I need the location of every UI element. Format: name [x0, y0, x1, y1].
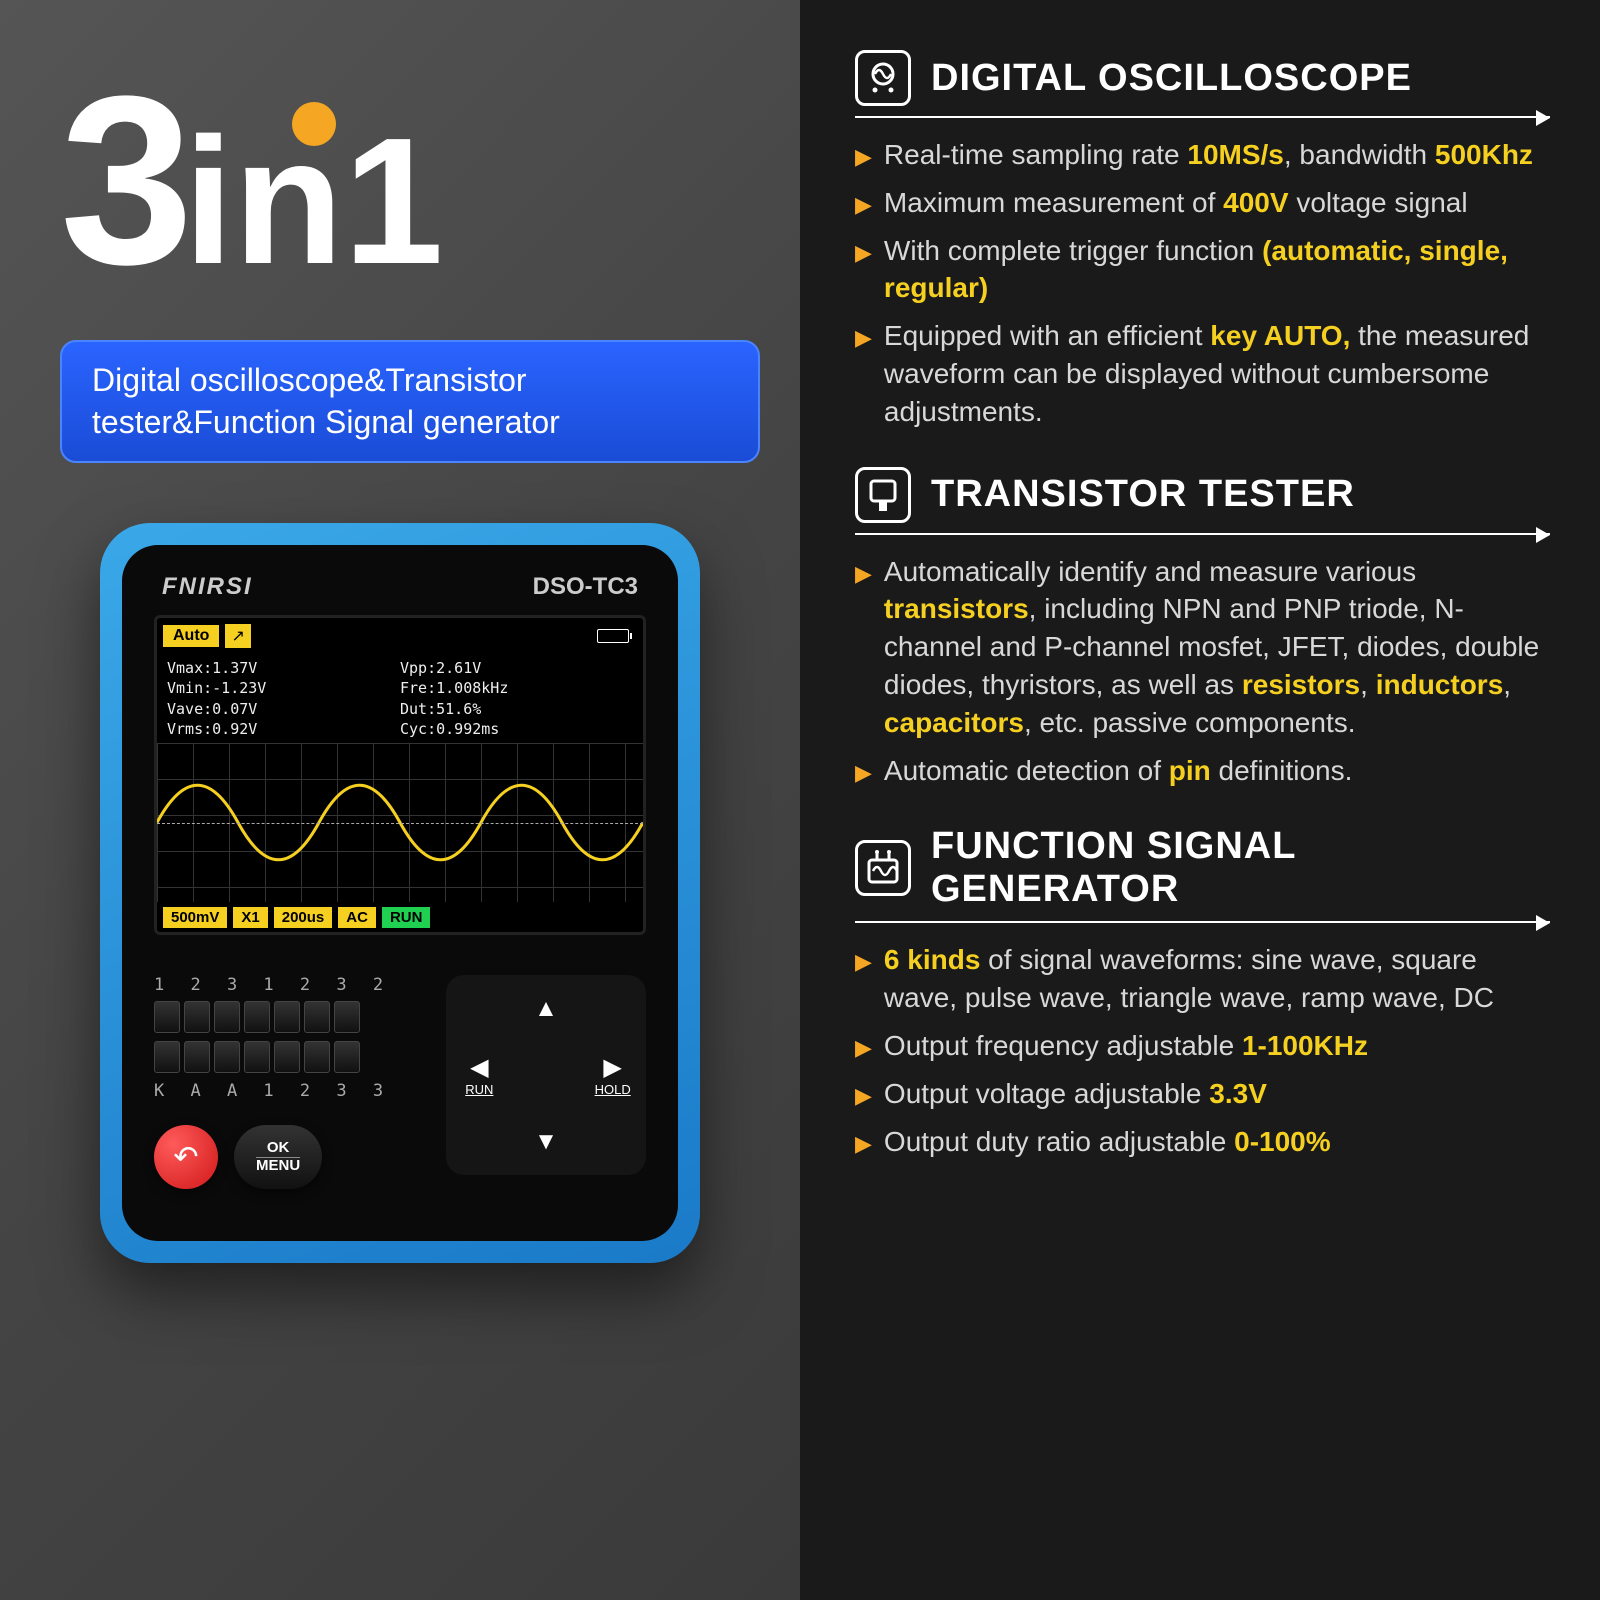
reading-fre: Fre:1.008kHz: [400, 678, 633, 698]
sine-wave-icon: [157, 743, 643, 902]
section-title: FUNCTION SIGNAL GENERATOR: [931, 825, 1550, 911]
dpad-up-icon[interactable]: ▲: [534, 995, 558, 1023]
bullet-text: 6 kinds of signal waveforms: sine wave, …: [884, 941, 1550, 1017]
bullet-item: ▶ Output voltage adjustable 3.3V: [855, 1075, 1550, 1113]
dpad[interactable]: ▲ ◀ RUN ▶ HOLD ▼: [446, 975, 646, 1175]
dpad-hold-label: HOLD: [595, 1082, 631, 1097]
vdiv-badge: 500mV: [163, 907, 227, 928]
reading-vmin: Vmin:-1.23V: [167, 678, 400, 698]
section-generator: FUNCTION SIGNAL GENERATOR▶6 kinds of sig…: [855, 825, 1550, 1160]
edge-badge: ↗: [225, 624, 250, 648]
logo-3: 3: [60, 60, 183, 300]
run-badge: RUN: [382, 907, 431, 928]
terminal-bottom-labels: K A A 1 2 3 3: [154, 1081, 416, 1101]
bullet-arrow-icon: ▶: [855, 323, 872, 430]
screen-bottom-row: 500mV X1 200us AC RUN: [163, 907, 637, 928]
reading-cyc: Cyc:0.992ms: [400, 719, 633, 739]
section-title: DIGITAL OSCILLOSCOPE: [931, 57, 1412, 100]
right-panel: DIGITAL OSCILLOSCOPE ▶ Real-time sampling …: [800, 0, 1600, 1600]
mode-badge: Auto: [163, 625, 219, 647]
reading-dut: Dut:51.6%: [400, 699, 633, 719]
device-inner: FNIRSI DSO-TC3 Auto ↗ Vmax:1.37V Vmin:-1…: [122, 545, 678, 1241]
bullet-text: Automatic detection of pin definitions.: [884, 752, 1352, 790]
screen-readings: Vmax:1.37V Vmin:-1.23V Vave:0.07V Vrms:0…: [157, 654, 643, 743]
bullet-item: ▶ Automatic detection of pin definitions.: [855, 752, 1550, 790]
terminal-top-labels: 1 2 3 1 2 3 2: [154, 975, 416, 995]
waveform-area: [157, 743, 643, 902]
bullet-item: ▶Equipped with an efficient key AUTO, th…: [855, 317, 1550, 430]
tdiv-badge: 200us: [274, 907, 333, 928]
bullet-text: Real-time sampling rate 10MS/s, bandwidt…: [884, 136, 1533, 174]
bullet-item: ▶Automatically identify and measure vari…: [855, 553, 1550, 742]
bullet-text: Automatically identify and measure vario…: [884, 553, 1550, 742]
device-brand: FNIRSI: [162, 573, 253, 601]
probe-badge: X1: [233, 907, 267, 928]
terminal-block: 1 2 3 1 2 3 2 K A A 1 2 3 3 ↶ OK: [154, 975, 416, 1189]
dpad-run-label: RUN: [465, 1082, 493, 1097]
bullet-arrow-icon: ▶: [855, 190, 872, 222]
bullet-text: Maximum measurement of 400V voltage sign…: [884, 184, 1468, 222]
bullet-arrow-icon: ▶: [855, 1129, 872, 1161]
device-screen: Auto ↗ Vmax:1.37V Vmin:-1.23V Vave:0.07V…: [154, 615, 646, 935]
menu-label: MENU: [256, 1157, 300, 1175]
bullet-item: ▶6 kinds of signal waveforms: sine wave,…: [855, 941, 1550, 1017]
section-header: TRANSISTOR TESTER: [855, 467, 1550, 535]
hero-logo: 3 in1: [60, 60, 760, 300]
bullet-arrow-icon: ▶: [855, 1081, 872, 1113]
bullet-arrow-icon: ▶: [855, 758, 872, 790]
bullet-item: ▶ Output frequency adjustable 1-100KHz: [855, 1027, 1550, 1065]
battery-icon: [597, 629, 629, 643]
bullet-arrow-icon: ▶: [855, 142, 872, 174]
transistor-icon: [855, 467, 911, 523]
oscilloscope-icon: [855, 50, 911, 106]
bullet-text: Output frequency adjustable 1-100KHz: [884, 1027, 1368, 1065]
section-header: DIGITAL OSCILLOSCOPE: [855, 50, 1550, 118]
bullet-text: Output voltage adjustable 3.3V: [884, 1075, 1267, 1113]
dpad-down-icon[interactable]: ▼: [534, 1128, 558, 1156]
bullet-text: Output duty ratio adjustable 0-100%: [884, 1123, 1331, 1161]
bullet-item: ▶ Maximum measurement of 400V voltage sig…: [855, 184, 1550, 222]
device-model: DSO-TC3: [533, 573, 638, 601]
dpad-right-icon[interactable]: ▶: [595, 1053, 631, 1082]
logo-i-dot: [292, 102, 336, 146]
bullet-item: ▶ Output duty ratio adjustable 0-100%: [855, 1123, 1550, 1161]
reading-vave: Vave:0.07V: [167, 699, 400, 719]
ok-menu-button[interactable]: OK MENU: [234, 1125, 322, 1189]
subtitle-badge: Digital oscilloscope&Transistor tester&F…: [60, 340, 760, 463]
back-button[interactable]: ↶: [154, 1125, 218, 1189]
bullet-item: ▶With complete trigger function (automat…: [855, 232, 1550, 308]
section-title: TRANSISTOR TESTER: [931, 473, 1355, 516]
left-panel: 3 in1 Digital oscilloscope&Transistor te…: [0, 0, 800, 1600]
bullet-arrow-icon: ▶: [855, 947, 872, 1017]
dpad-left-icon[interactable]: ◀: [465, 1053, 493, 1082]
ok-label: OK: [267, 1140, 290, 1157]
button-row: ↶ OK MENU: [154, 1125, 416, 1189]
screen-top-row: Auto ↗: [157, 618, 643, 654]
section-header: FUNCTION SIGNAL GENERATOR: [855, 825, 1550, 923]
device: FNIRSI DSO-TC3 Auto ↗ Vmax:1.37V Vmin:-1…: [100, 523, 700, 1263]
bullet-arrow-icon: ▶: [855, 238, 872, 308]
reading-vmax: Vmax:1.37V: [167, 658, 400, 678]
section-oscilloscope: DIGITAL OSCILLOSCOPE ▶ Real-time sampling …: [855, 50, 1550, 431]
generator-icon: [855, 840, 911, 896]
coupling-badge: AC: [338, 907, 376, 928]
bullet-text: Equipped with an efficient key AUTO, the…: [884, 317, 1550, 430]
section-transistor: TRANSISTOR TESTER▶Automatically identify…: [855, 467, 1550, 790]
device-lower: 1 2 3 1 2 3 2 K A A 1 2 3 3 ↶ OK: [154, 975, 646, 1189]
bullet-item: ▶ Real-time sampling rate 10MS/s, bandwid…: [855, 136, 1550, 174]
bullet-arrow-icon: ▶: [855, 559, 872, 742]
reading-vpp: Vpp:2.61V: [400, 658, 633, 678]
device-topbar: FNIRSI DSO-TC3: [154, 573, 646, 601]
reading-vrms: Vrms:0.92V: [167, 719, 400, 739]
bullet-arrow-icon: ▶: [855, 1033, 872, 1065]
bullet-text: With complete trigger function (automati…: [884, 232, 1550, 308]
